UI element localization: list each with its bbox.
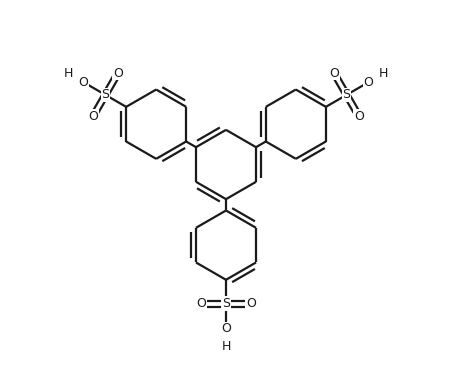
Text: O: O	[87, 110, 97, 123]
Text: H: H	[378, 67, 387, 80]
Text: S: S	[101, 88, 109, 102]
Text: O: O	[195, 297, 205, 310]
Text: O: O	[221, 323, 230, 336]
Text: H: H	[221, 340, 230, 353]
Text: O: O	[78, 76, 88, 89]
Text: O: O	[328, 67, 338, 80]
Text: S: S	[221, 297, 230, 310]
Text: O: O	[354, 110, 364, 123]
Text: O: O	[363, 76, 373, 89]
Text: O: O	[113, 67, 123, 80]
Text: S: S	[342, 88, 350, 102]
Text: H: H	[64, 67, 73, 80]
Text: O: O	[246, 297, 256, 310]
